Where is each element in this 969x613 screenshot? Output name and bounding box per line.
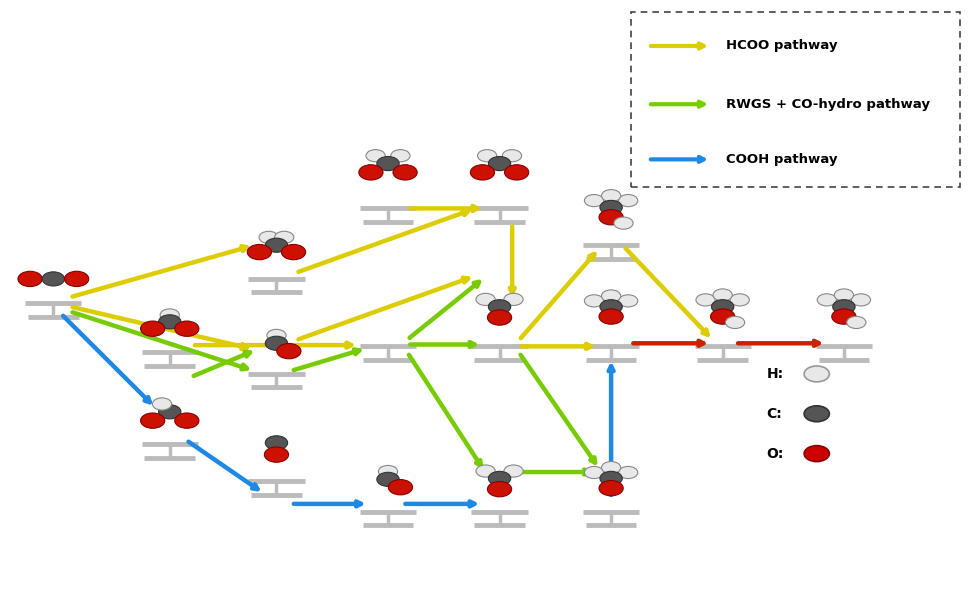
- Circle shape: [470, 165, 494, 180]
- Circle shape: [487, 482, 511, 497]
- Circle shape: [152, 398, 172, 410]
- Circle shape: [42, 272, 65, 286]
- Circle shape: [378, 465, 397, 478]
- Circle shape: [851, 294, 870, 306]
- Circle shape: [392, 165, 417, 180]
- Circle shape: [487, 310, 511, 325]
- Circle shape: [265, 336, 288, 351]
- Circle shape: [599, 481, 622, 496]
- Circle shape: [487, 300, 511, 314]
- Circle shape: [365, 150, 385, 162]
- Text: RWGS + CO-hydro pathway: RWGS + CO-hydro pathway: [725, 97, 928, 111]
- Circle shape: [601, 462, 620, 474]
- Circle shape: [695, 294, 714, 306]
- Circle shape: [174, 413, 199, 428]
- Circle shape: [388, 479, 412, 495]
- Circle shape: [583, 194, 603, 207]
- Circle shape: [65, 272, 88, 286]
- Circle shape: [158, 314, 181, 329]
- Circle shape: [599, 309, 622, 324]
- Circle shape: [730, 294, 749, 306]
- Circle shape: [141, 321, 165, 337]
- Circle shape: [599, 300, 622, 314]
- Circle shape: [601, 189, 620, 202]
- Circle shape: [831, 300, 855, 314]
- Circle shape: [476, 465, 495, 477]
- Circle shape: [265, 447, 288, 462]
- Text: O:: O:: [766, 447, 783, 460]
- Circle shape: [816, 294, 835, 306]
- Circle shape: [259, 231, 278, 243]
- Circle shape: [831, 309, 855, 324]
- Circle shape: [477, 150, 496, 162]
- Circle shape: [613, 217, 633, 229]
- Circle shape: [174, 321, 199, 337]
- Circle shape: [281, 245, 305, 260]
- Circle shape: [846, 316, 865, 329]
- Circle shape: [276, 343, 300, 359]
- Circle shape: [803, 366, 828, 382]
- Circle shape: [583, 466, 603, 479]
- Circle shape: [833, 289, 853, 301]
- Circle shape: [376, 472, 399, 487]
- Circle shape: [504, 165, 528, 180]
- Circle shape: [583, 295, 603, 307]
- Circle shape: [376, 156, 399, 170]
- Bar: [630, 12, 959, 187]
- Circle shape: [359, 165, 383, 180]
- Text: C:: C:: [766, 407, 781, 421]
- Text: H:: H:: [766, 367, 783, 381]
- Circle shape: [247, 245, 271, 260]
- Circle shape: [601, 290, 620, 302]
- Circle shape: [18, 272, 42, 286]
- Circle shape: [487, 156, 511, 170]
- Text: COOH pathway: COOH pathway: [725, 153, 836, 166]
- Circle shape: [710, 309, 734, 324]
- Circle shape: [503, 293, 522, 305]
- Circle shape: [599, 200, 622, 215]
- Circle shape: [618, 466, 638, 479]
- Circle shape: [265, 238, 288, 253]
- Circle shape: [599, 210, 622, 225]
- Circle shape: [487, 471, 511, 485]
- Circle shape: [391, 150, 410, 162]
- Circle shape: [618, 295, 638, 307]
- Circle shape: [803, 446, 828, 462]
- Text: HCOO pathway: HCOO pathway: [725, 39, 836, 53]
- Circle shape: [712, 289, 732, 301]
- Circle shape: [503, 465, 522, 477]
- Circle shape: [710, 300, 734, 314]
- Circle shape: [599, 471, 622, 485]
- Circle shape: [266, 329, 286, 341]
- Circle shape: [141, 413, 165, 428]
- Circle shape: [618, 194, 638, 207]
- Circle shape: [158, 405, 181, 419]
- Circle shape: [160, 309, 179, 321]
- Circle shape: [265, 436, 288, 450]
- Circle shape: [502, 150, 521, 162]
- Circle shape: [476, 293, 495, 305]
- Circle shape: [725, 316, 744, 329]
- Circle shape: [274, 231, 294, 243]
- Circle shape: [803, 406, 828, 422]
